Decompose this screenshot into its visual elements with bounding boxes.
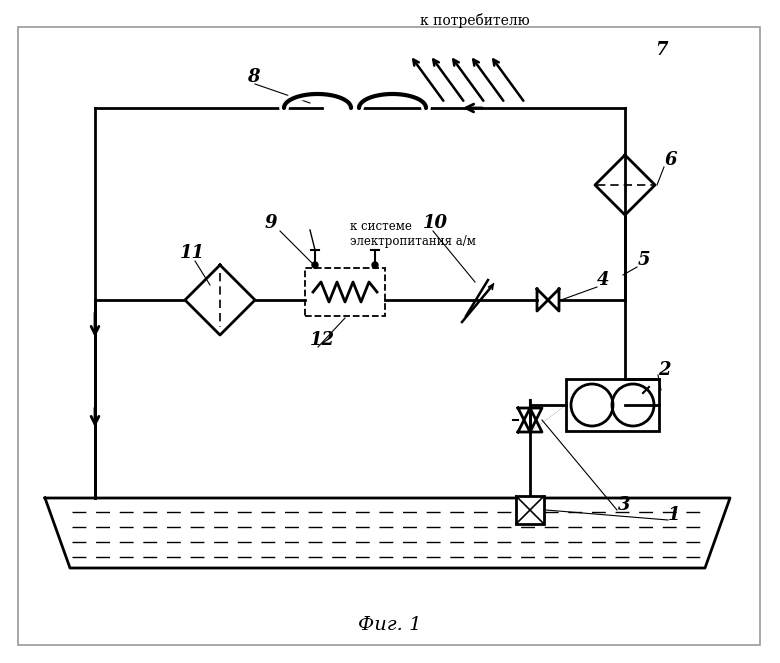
Bar [516, 496, 544, 524]
Text: 11: 11 [180, 244, 205, 262]
Text: 3: 3 [618, 496, 630, 514]
Text: 12: 12 [310, 331, 335, 349]
Text: 7: 7 [655, 41, 668, 59]
Text: к потребителю: к потребителю [420, 13, 530, 28]
Text: 5: 5 [638, 251, 651, 269]
Circle shape [312, 262, 318, 268]
Text: к системе
электропитания а/м: к системе электропитания а/м [350, 220, 476, 248]
Bar [305, 268, 385, 316]
Text: 10: 10 [423, 214, 448, 232]
Text: 4: 4 [597, 271, 609, 289]
Text: Фиг. 1: Фиг. 1 [358, 616, 422, 634]
Circle shape [372, 262, 378, 268]
Text: 9: 9 [264, 214, 277, 232]
Text: 8: 8 [247, 68, 260, 86]
Text: 2: 2 [658, 361, 671, 379]
Text: 6: 6 [665, 151, 678, 169]
Text: 1: 1 [668, 506, 680, 524]
Bar [566, 379, 659, 431]
